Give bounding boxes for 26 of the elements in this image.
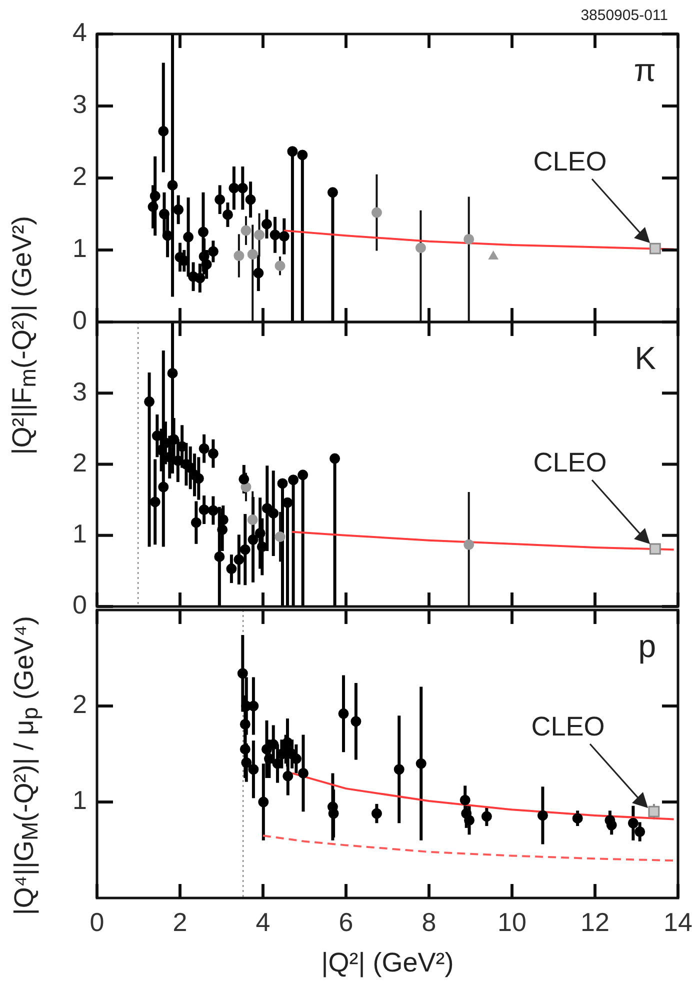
y-tick-label: 2 <box>72 161 87 192</box>
x-tick-label: 14 <box>664 906 692 937</box>
annotation: p <box>638 628 656 664</box>
y-tick-label: 4 <box>72 17 87 48</box>
y-tick-label: 3 <box>72 376 87 406</box>
x-tick-label: 2 <box>172 906 188 937</box>
x-tick-label: 4 <box>256 906 270 937</box>
x-tick-label: 6 <box>338 906 354 937</box>
text: 3850905-011 <box>580 7 668 24</box>
y-tick-label: 1 <box>72 233 87 264</box>
y-tick-label: 2 <box>72 447 87 478</box>
annotation: CLEO <box>533 447 607 478</box>
x-tick-label: 8 <box>422 906 436 937</box>
y-tick-label: 3 <box>72 89 87 120</box>
x-tick-label: 10 <box>498 906 526 937</box>
y-tick-label: 2 <box>72 689 87 720</box>
y-tick-label: 1 <box>72 785 87 816</box>
y-tick-label: 0 <box>72 590 87 620</box>
annotation: π <box>634 52 656 88</box>
y-tick-label: 1 <box>72 518 87 549</box>
x-tick-label: 12 <box>580 906 610 937</box>
annotation: K <box>634 340 656 376</box>
annotation: CLEO <box>531 711 605 742</box>
annotation: CLEO <box>533 146 607 176</box>
x-axis-title: |Q²| (GeV²) <box>321 947 454 978</box>
y-tick-label: 0 <box>72 305 87 336</box>
